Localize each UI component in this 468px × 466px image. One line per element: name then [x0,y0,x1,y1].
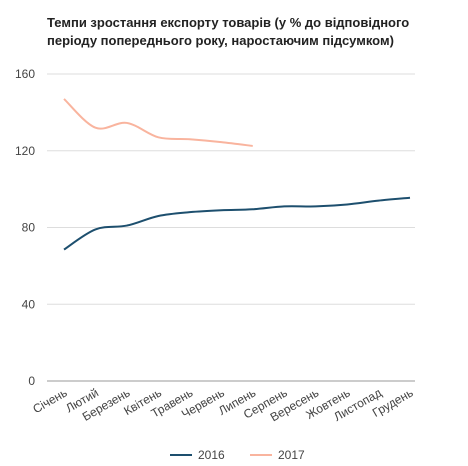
x-tick-label: Січень [30,385,69,416]
y-tick-label: 120 [15,144,35,158]
y-tick-label: 0 [28,374,35,388]
chart-title: Темпи зростання експорту товарів (у % до… [47,15,410,48]
legend-label: 2016 [198,448,225,462]
series-line [63,98,253,147]
y-tick-label: 160 [15,67,35,81]
legend-label: 2017 [278,448,305,462]
y-tick-label: 40 [22,297,36,311]
series-line [63,196,411,251]
y-tick-label: 80 [22,221,36,235]
